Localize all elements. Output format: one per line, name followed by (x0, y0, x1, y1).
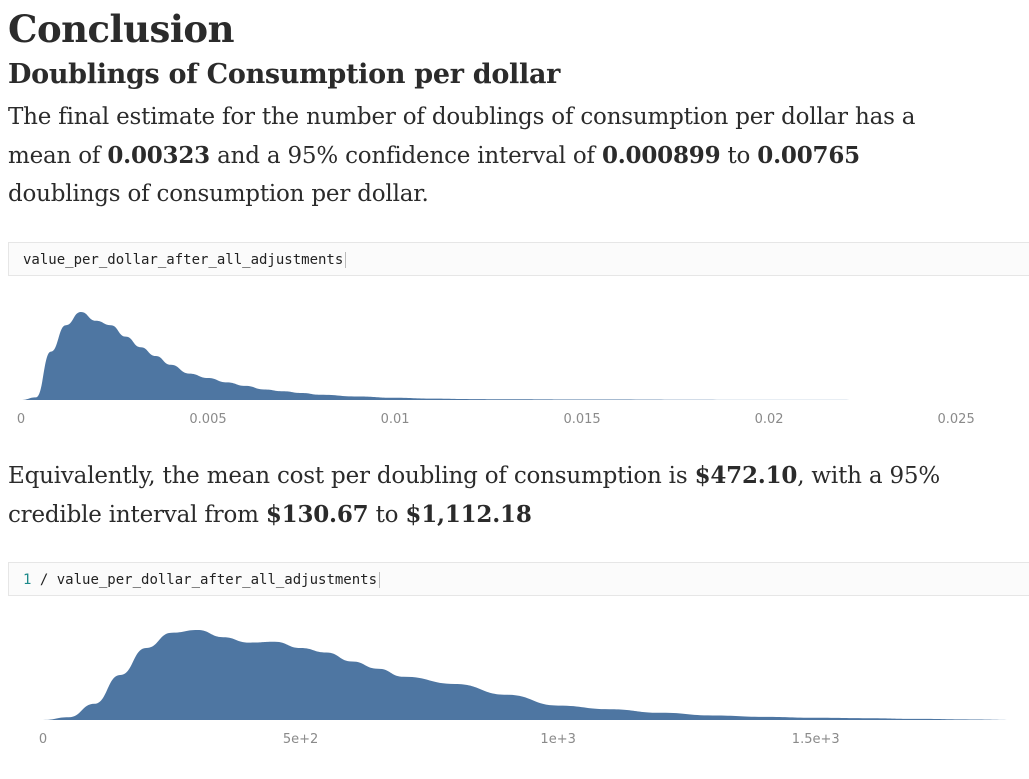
code-cell-2-text: / value_per_dollar_after_all_adjustments (31, 572, 378, 588)
ci-high-value: 0.00765 (757, 141, 860, 169)
x-tick-label-2-3: 1.5e+3 (792, 732, 840, 747)
density-plot-2: 0 5e+2 1e+3 1.5e+3 (39, 630, 1022, 747)
x-tick-label-2-1: 5e+2 (283, 732, 318, 747)
density-area-2 (43, 630, 1022, 720)
summary-text-4: doublings of consumption per dollar. (8, 181, 429, 207)
density-plot-1: 0 0.005 0.01 0.015 0.02 0.025 (17, 312, 975, 427)
section-title: Doublings of Consumption per dollar (8, 59, 561, 90)
x-tick-label-1-0: 0 (17, 412, 25, 427)
text-cursor (345, 252, 347, 268)
x-tick-label-1-5: 0.025 (938, 412, 975, 427)
x-tick-label-1-2: 0.01 (381, 412, 410, 427)
density-area-1 (21, 312, 957, 400)
code-cell-2-number: 1 (23, 572, 32, 588)
ci-low-value: 0.000899 (601, 141, 721, 169)
text-cursor (379, 572, 381, 588)
cost-text-2: , with a 95% credible interval from (8, 463, 940, 528)
summary-paragraph: The final estimate for the number of dou… (8, 98, 968, 214)
summary-text-3: to (720, 142, 758, 169)
summary-text-2: and a 95% confidence interval of (209, 142, 602, 169)
x-tick-label-2-2: 1e+3 (540, 732, 575, 747)
page-title: Conclusion (8, 7, 234, 51)
cost-text-3: to (368, 501, 406, 528)
cost-low-value: $130.67 (265, 500, 369, 528)
code-cell-1[interactable]: value_per_dollar_after_all_adjustments (8, 242, 1029, 276)
cost-high-value: $1,112.18 (405, 500, 532, 528)
code-cell-1-text: value_per_dollar_after_all_adjustments (23, 252, 344, 268)
cost-paragraph: Equivalently, the mean cost per doubling… (8, 457, 968, 534)
x-tick-label-1-4: 0.02 (755, 412, 784, 427)
mean-value: 0.00323 (107, 141, 210, 169)
x-tick-label-1-1: 0.005 (189, 412, 226, 427)
cost-text-1: Equivalently, the mean cost per doubling… (8, 463, 695, 489)
x-tick-label-2-0: 0 (39, 732, 47, 747)
summary-text-1: The final estimate for the number of dou… (8, 104, 916, 169)
cost-mean-value: $472.10 (694, 462, 798, 489)
x-tick-label-1-3: 0.015 (563, 412, 600, 427)
code-cell-2[interactable]: 1 / value_per_dollar_after_all_adjustmen… (8, 562, 1029, 596)
